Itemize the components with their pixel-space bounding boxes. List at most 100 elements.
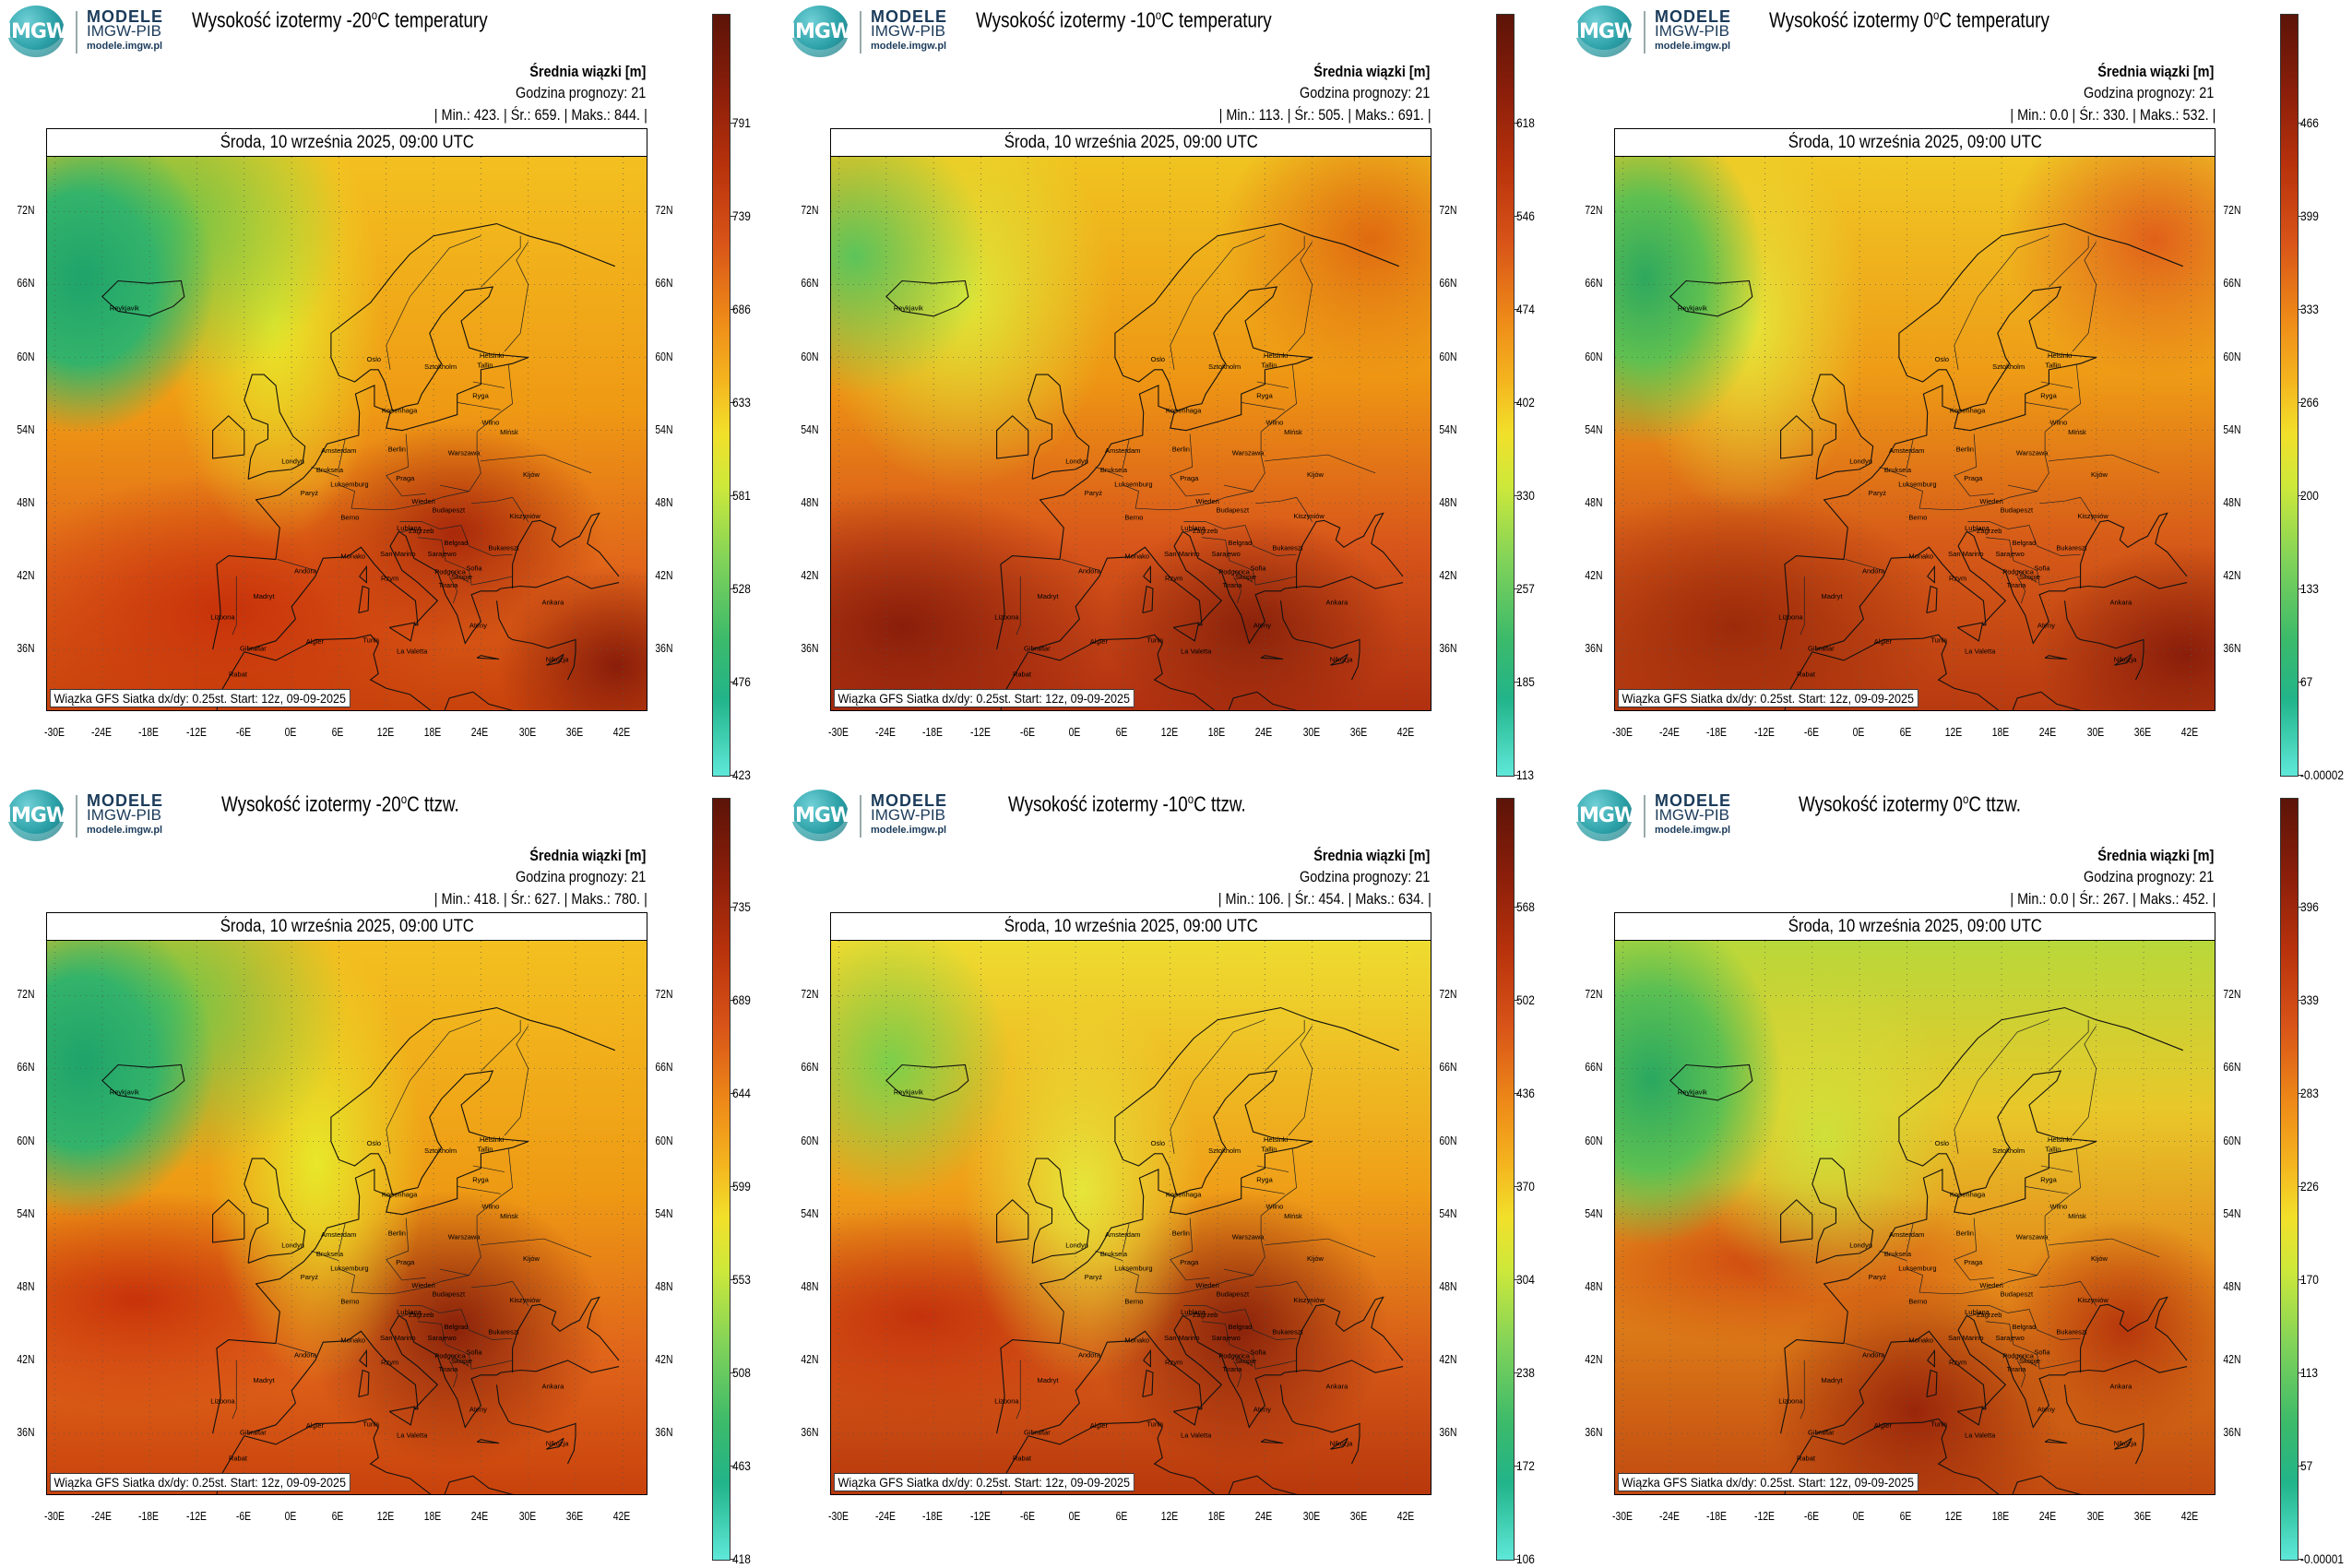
colorbar-tick-mark <box>2298 1466 2303 1467</box>
map-plot: Oslo Sztokholm Helsinki Tallin Ryga Wilno Mińs… <box>46 940 647 1495</box>
city-label: Berlin <box>388 445 406 453</box>
colorbar-tick-mark <box>2298 216 2303 217</box>
country-border <box>2040 381 2073 388</box>
city-label: Skopje <box>2019 573 2040 581</box>
city-label: Madryt <box>1821 592 1843 600</box>
lon-label: -18E <box>922 725 944 739</box>
coastline <box>359 564 367 584</box>
lon-label: -24E <box>1658 725 1680 739</box>
lon-label: 18E <box>1207 1509 1226 1523</box>
country-border <box>1265 1019 1305 1072</box>
city-label: Zagrzeb <box>1193 527 1218 535</box>
colorbar-tick-mark <box>730 682 735 683</box>
country-border <box>1265 235 1305 288</box>
country-border <box>232 1360 237 1420</box>
coastline <box>212 1006 615 1434</box>
city-label: Praga <box>1964 474 1983 482</box>
lat-label-left: 48N <box>17 1278 35 1293</box>
valid-date: Środa, 10 września 2025, 09:00 UTC <box>1614 128 2215 157</box>
colorbar-tick-mark <box>730 309 735 310</box>
city-label: Lizbona <box>994 612 1019 621</box>
city-label: La Valetta <box>397 1431 428 1439</box>
city-label: Wilno <box>1266 1202 1284 1210</box>
city-label: Tunis <box>1930 1420 1947 1429</box>
colorbar-tick-label: 466 <box>2300 115 2319 130</box>
coastline <box>1812 1158 1874 1264</box>
country-border <box>2040 1165 2073 1172</box>
field-shading <box>1615 157 2215 710</box>
coastline <box>476 1439 500 1444</box>
city-label: Algier <box>1090 1421 1109 1430</box>
city-label: Amsterdam <box>321 446 356 455</box>
lat-label-right: 42N <box>1439 567 1457 582</box>
lon-label: 42E <box>613 725 631 739</box>
country-border <box>2039 496 2081 505</box>
country-border <box>472 1165 505 1172</box>
coastline <box>1031 530 1404 650</box>
city-label: Lublana <box>1181 524 1206 532</box>
country-border <box>2049 1019 2089 1072</box>
coastline <box>244 374 306 480</box>
forecast-panel-w10: IMGW MODELE IMGW-PIB modele.imgw.pl Wyso… <box>784 784 1568 1568</box>
lat-label-right: 36N <box>2223 641 2241 656</box>
lat-label-left: 60N <box>1585 1133 1603 1147</box>
city-label: Skopje <box>2019 1357 2040 1365</box>
map-plot: Oslo Sztokholm Helsinki Tallin Ryga Wilno Mińs… <box>1614 940 2215 1495</box>
lon-label: -18E <box>922 1509 944 1523</box>
city-label: Praga <box>1180 474 1199 482</box>
city-label: Skopje <box>451 573 472 581</box>
city-label: La Valetta <box>1965 1431 1996 1439</box>
colorbar-tick-label: 502 <box>1516 992 1535 1007</box>
lon-label: -24E <box>90 725 112 739</box>
colorbar-tick-mark <box>1514 1559 1519 1560</box>
lon-label: -30E <box>43 725 65 739</box>
city-label: Tallin <box>1261 361 1277 369</box>
city-label: Monako <box>340 552 365 561</box>
panel-title: Wysokość izotermy 0oC temperatury <box>1769 7 2049 32</box>
colorbar-tick-mark <box>730 402 735 403</box>
country-border <box>1241 1186 1285 1194</box>
city-label: Kopenhaga <box>382 406 418 414</box>
city-label: Sarajewo <box>428 1334 457 1342</box>
panel-title: Wysokość izotermy -20oC ttzw. <box>221 791 459 816</box>
lon-label: -6E <box>235 1509 251 1523</box>
city-label: Wiedeń <box>1979 1281 2002 1289</box>
logo-separator <box>1644 11 1645 53</box>
city-label: Sztokholm <box>424 362 457 371</box>
imgw-logo-mark: IMGW <box>5 6 68 57</box>
colorbar-tick-mark <box>1514 1093 1519 1094</box>
coastline <box>1028 374 1090 480</box>
city-label: Paryż <box>1869 1273 1886 1281</box>
city-label: Berlin <box>1956 445 1974 453</box>
country-border <box>339 1222 346 1252</box>
coastline <box>1669 279 1753 317</box>
coastline <box>1000 634 1298 710</box>
country-border <box>1260 1148 1297 1217</box>
coastline <box>1780 1199 1813 1243</box>
city-label: Warszawa <box>448 1232 481 1241</box>
city-label: Wilno <box>2050 1202 2068 1210</box>
city-label: Rabat <box>1013 670 1032 678</box>
city-label: Reykjavik <box>110 1088 139 1097</box>
lon-label: 24E <box>471 725 489 739</box>
city-label: Lublana <box>1965 524 1990 532</box>
city-label: Skopje <box>1235 1357 1256 1365</box>
coastline <box>1260 655 1284 660</box>
lon-label: -30E <box>827 1509 849 1523</box>
logo-url: modele.imgw.pl <box>871 41 947 52</box>
city-label: Rabat <box>1797 1454 1816 1462</box>
coastline <box>101 1063 185 1101</box>
colorbar-tick-label: 686 <box>732 302 751 316</box>
model-footer: Wiązka GFS Siatka dx/dy: 0.25st. Start: … <box>50 689 350 707</box>
city-label: Wiedeń <box>1195 497 1218 505</box>
model-footer: Wiązka GFS Siatka dx/dy: 0.25st. Start: … <box>834 1473 1134 1491</box>
lon-label: 36E <box>565 1509 584 1523</box>
country-border <box>386 1218 426 1281</box>
lon-label: 42E <box>2181 1509 2199 1523</box>
city-label: Nikozja <box>2114 656 2137 664</box>
country-border <box>476 364 513 433</box>
city-label: Wilno <box>1266 418 1284 426</box>
city-label: Ateny <box>2037 622 2055 630</box>
colorbar-tick-label: 266 <box>2300 395 2319 410</box>
lat-label-right: 54N <box>2223 422 2241 436</box>
